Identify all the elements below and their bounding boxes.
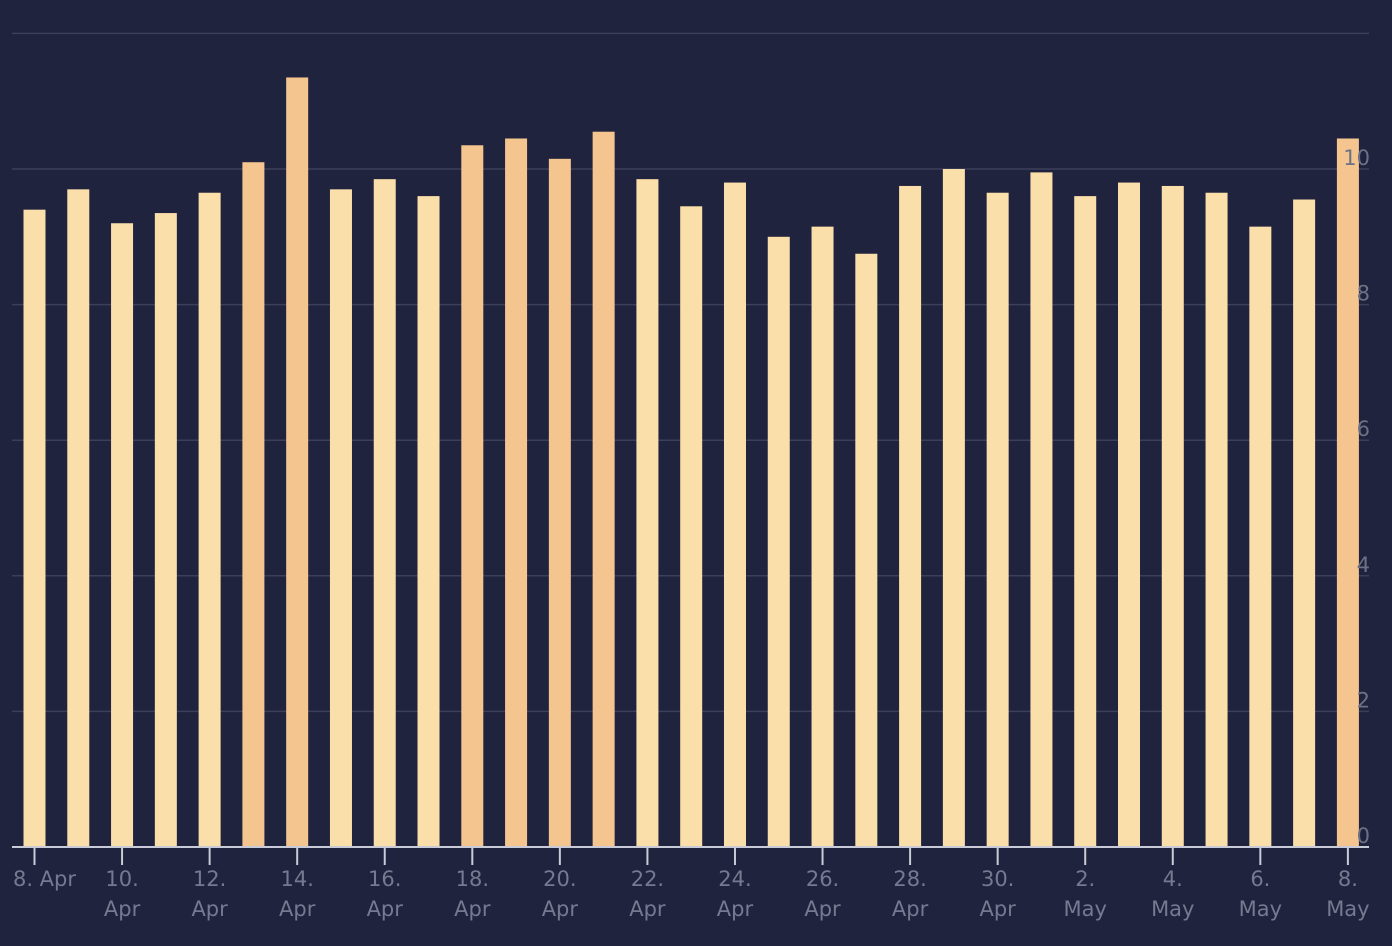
bar-2024-04-29	[942, 169, 965, 847]
bar-2024-04-25	[767, 236, 790, 848]
bar-2024-04-14	[286, 77, 309, 848]
x-tick-label-14: 6. May	[1239, 867, 1282, 921]
bar-2024-04-19	[505, 138, 528, 848]
bar-2024-05-02	[1074, 196, 1097, 847]
bar-2024-05-07	[1293, 199, 1316, 847]
x-tick-label-12: 2. May	[1064, 867, 1107, 921]
bar-2024-04-30	[986, 192, 1009, 848]
x-tick-label-13: 4. May	[1151, 867, 1194, 921]
bar-2024-04-26	[811, 226, 834, 847]
y-axis-labels: 0 2 4 6 8 10	[1343, 146, 1370, 848]
bar-2024-04-13	[242, 162, 265, 848]
bar-2024-04-27	[855, 253, 878, 847]
bar-2024-04-23	[680, 206, 703, 848]
x-tick-label-5: 18. Apr	[454, 867, 491, 921]
x-tick-label-15: 8. May	[1326, 867, 1369, 921]
y-tick-label-0: 0	[1357, 824, 1370, 848]
bar-2024-04-11	[154, 213, 177, 847]
y-tick-label-6: 6	[1357, 417, 1370, 441]
x-tick-label-10: 28. Apr	[892, 867, 929, 921]
y-tick-label-2: 2	[1357, 688, 1370, 712]
y-tick-label-4: 4	[1357, 553, 1370, 577]
x-tick-label-6: 20. Apr	[542, 867, 579, 921]
bar-2024-04-08	[23, 209, 46, 847]
x-axis-labels: 8. Apr 10. Apr 12. Apr 14. Apr 16. Apr 18. Apr 20. A…	[13, 867, 1370, 921]
bar-2024-05-06	[1249, 226, 1272, 847]
bar-2024-04-22	[636, 179, 659, 848]
x-tick-label-9: 26. Apr	[804, 867, 841, 921]
bar-2024-05-01	[1030, 172, 1053, 847]
bar-2024-04-09	[67, 189, 90, 848]
bars	[23, 77, 1359, 848]
x-tick-label-3: 14. Apr	[279, 867, 316, 921]
bar-2024-04-10	[111, 223, 134, 848]
x-tick-label-8: 24. Apr	[717, 867, 754, 921]
bar-2024-04-18	[461, 145, 484, 847]
bar-2024-04-16	[373, 179, 396, 848]
bar-2024-05-08	[1336, 138, 1359, 848]
bar-2024-04-21	[592, 131, 615, 847]
x-tick-label-7: 22. Apr	[629, 867, 666, 921]
bar-2024-05-04	[1161, 185, 1184, 847]
bar-2024-04-12	[198, 192, 221, 848]
x-tick-label-0: 8. Apr	[13, 867, 76, 891]
bar-2024-04-15	[329, 189, 352, 848]
x-tick-label-11: 30. Apr	[979, 867, 1016, 921]
bar-2024-05-03	[1118, 182, 1140, 847]
bar-2024-04-28	[899, 185, 922, 847]
x-tick-label-4: 16. Apr	[367, 867, 404, 921]
x-tick-label-2: 12. Apr	[191, 867, 228, 921]
bar-2024-05-05	[1205, 192, 1228, 848]
x-tick-label-1: 10. Apr	[104, 867, 141, 921]
x-axis	[12, 846, 1369, 865]
y-tick-label-10: 10	[1343, 146, 1370, 170]
bar-2024-04-24	[723, 182, 746, 847]
y-tick-label-8: 8	[1357, 282, 1370, 306]
bar-2024-04-17	[417, 196, 440, 847]
bar-2024-04-20	[548, 158, 571, 847]
